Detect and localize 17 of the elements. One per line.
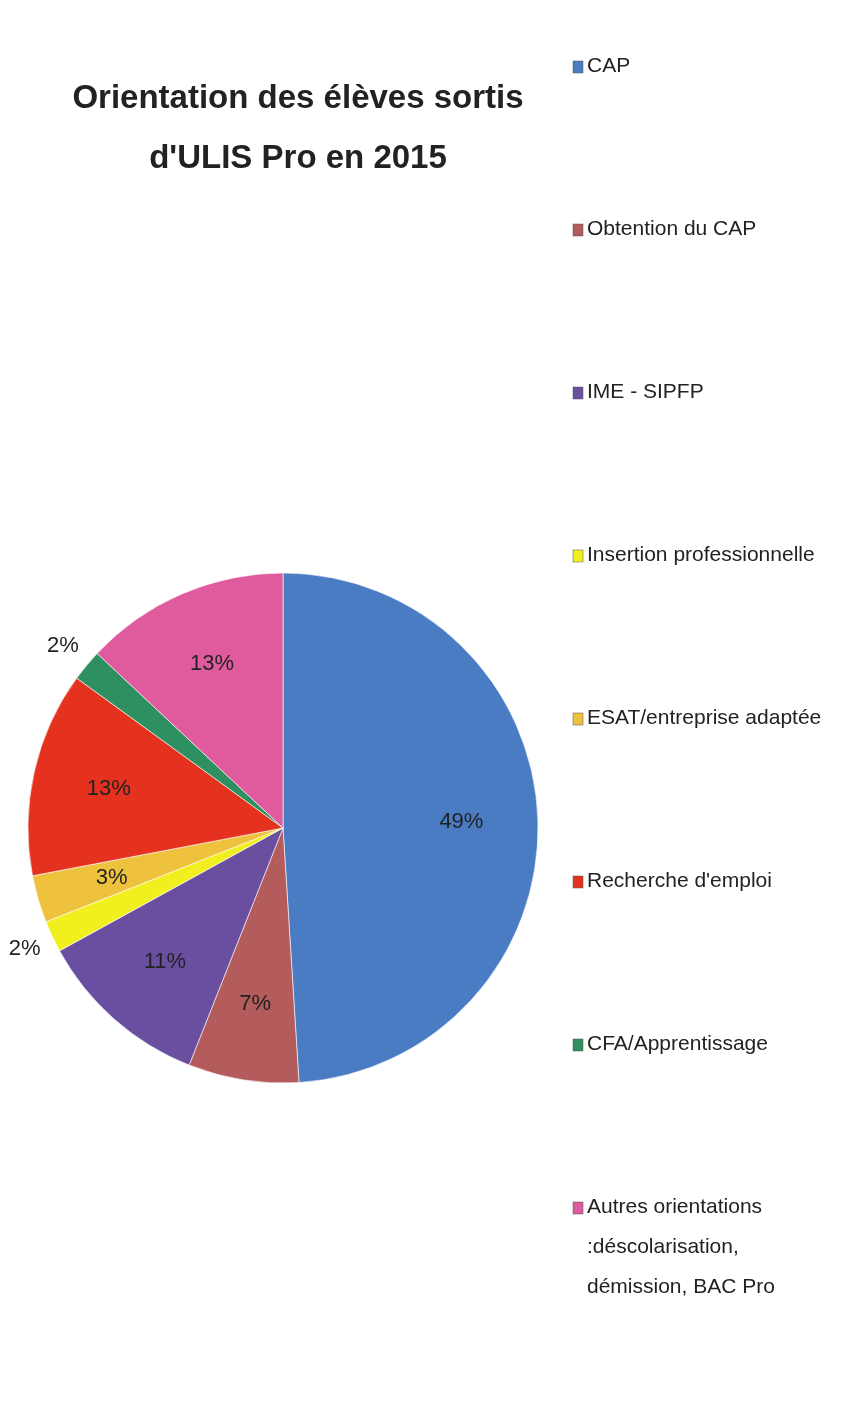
data-label: 7%	[239, 990, 271, 1016]
data-label: 49%	[439, 808, 484, 834]
data-label: 11%	[143, 947, 187, 973]
legend-label: Autres orientations :déscolarisation, démission, BAC Pro	[587, 1194, 775, 1297]
data-label: 13%	[190, 649, 235, 675]
text: Orientation des élèves sortis d'ULIS Pro en 2015	[72, 78, 524, 175]
legend-label: ESAT/entreprise adaptée	[587, 705, 822, 728]
data-label: 13%	[86, 774, 131, 800]
legend-label: IME - SIPFP	[587, 379, 704, 402]
legend-label: CAP	[587, 53, 631, 76]
legend-label: Obtention du CAP	[587, 216, 757, 239]
data-label: 3%	[95, 863, 128, 889]
data-label: 2%	[47, 631, 79, 657]
legend-label: Recherche d'emploi	[587, 868, 772, 891]
legend-label: CFA/Apprentissage	[587, 1031, 768, 1054]
legend-label: Insertion professionnelle	[587, 542, 815, 565]
data-label: 2%	[8, 935, 41, 961]
